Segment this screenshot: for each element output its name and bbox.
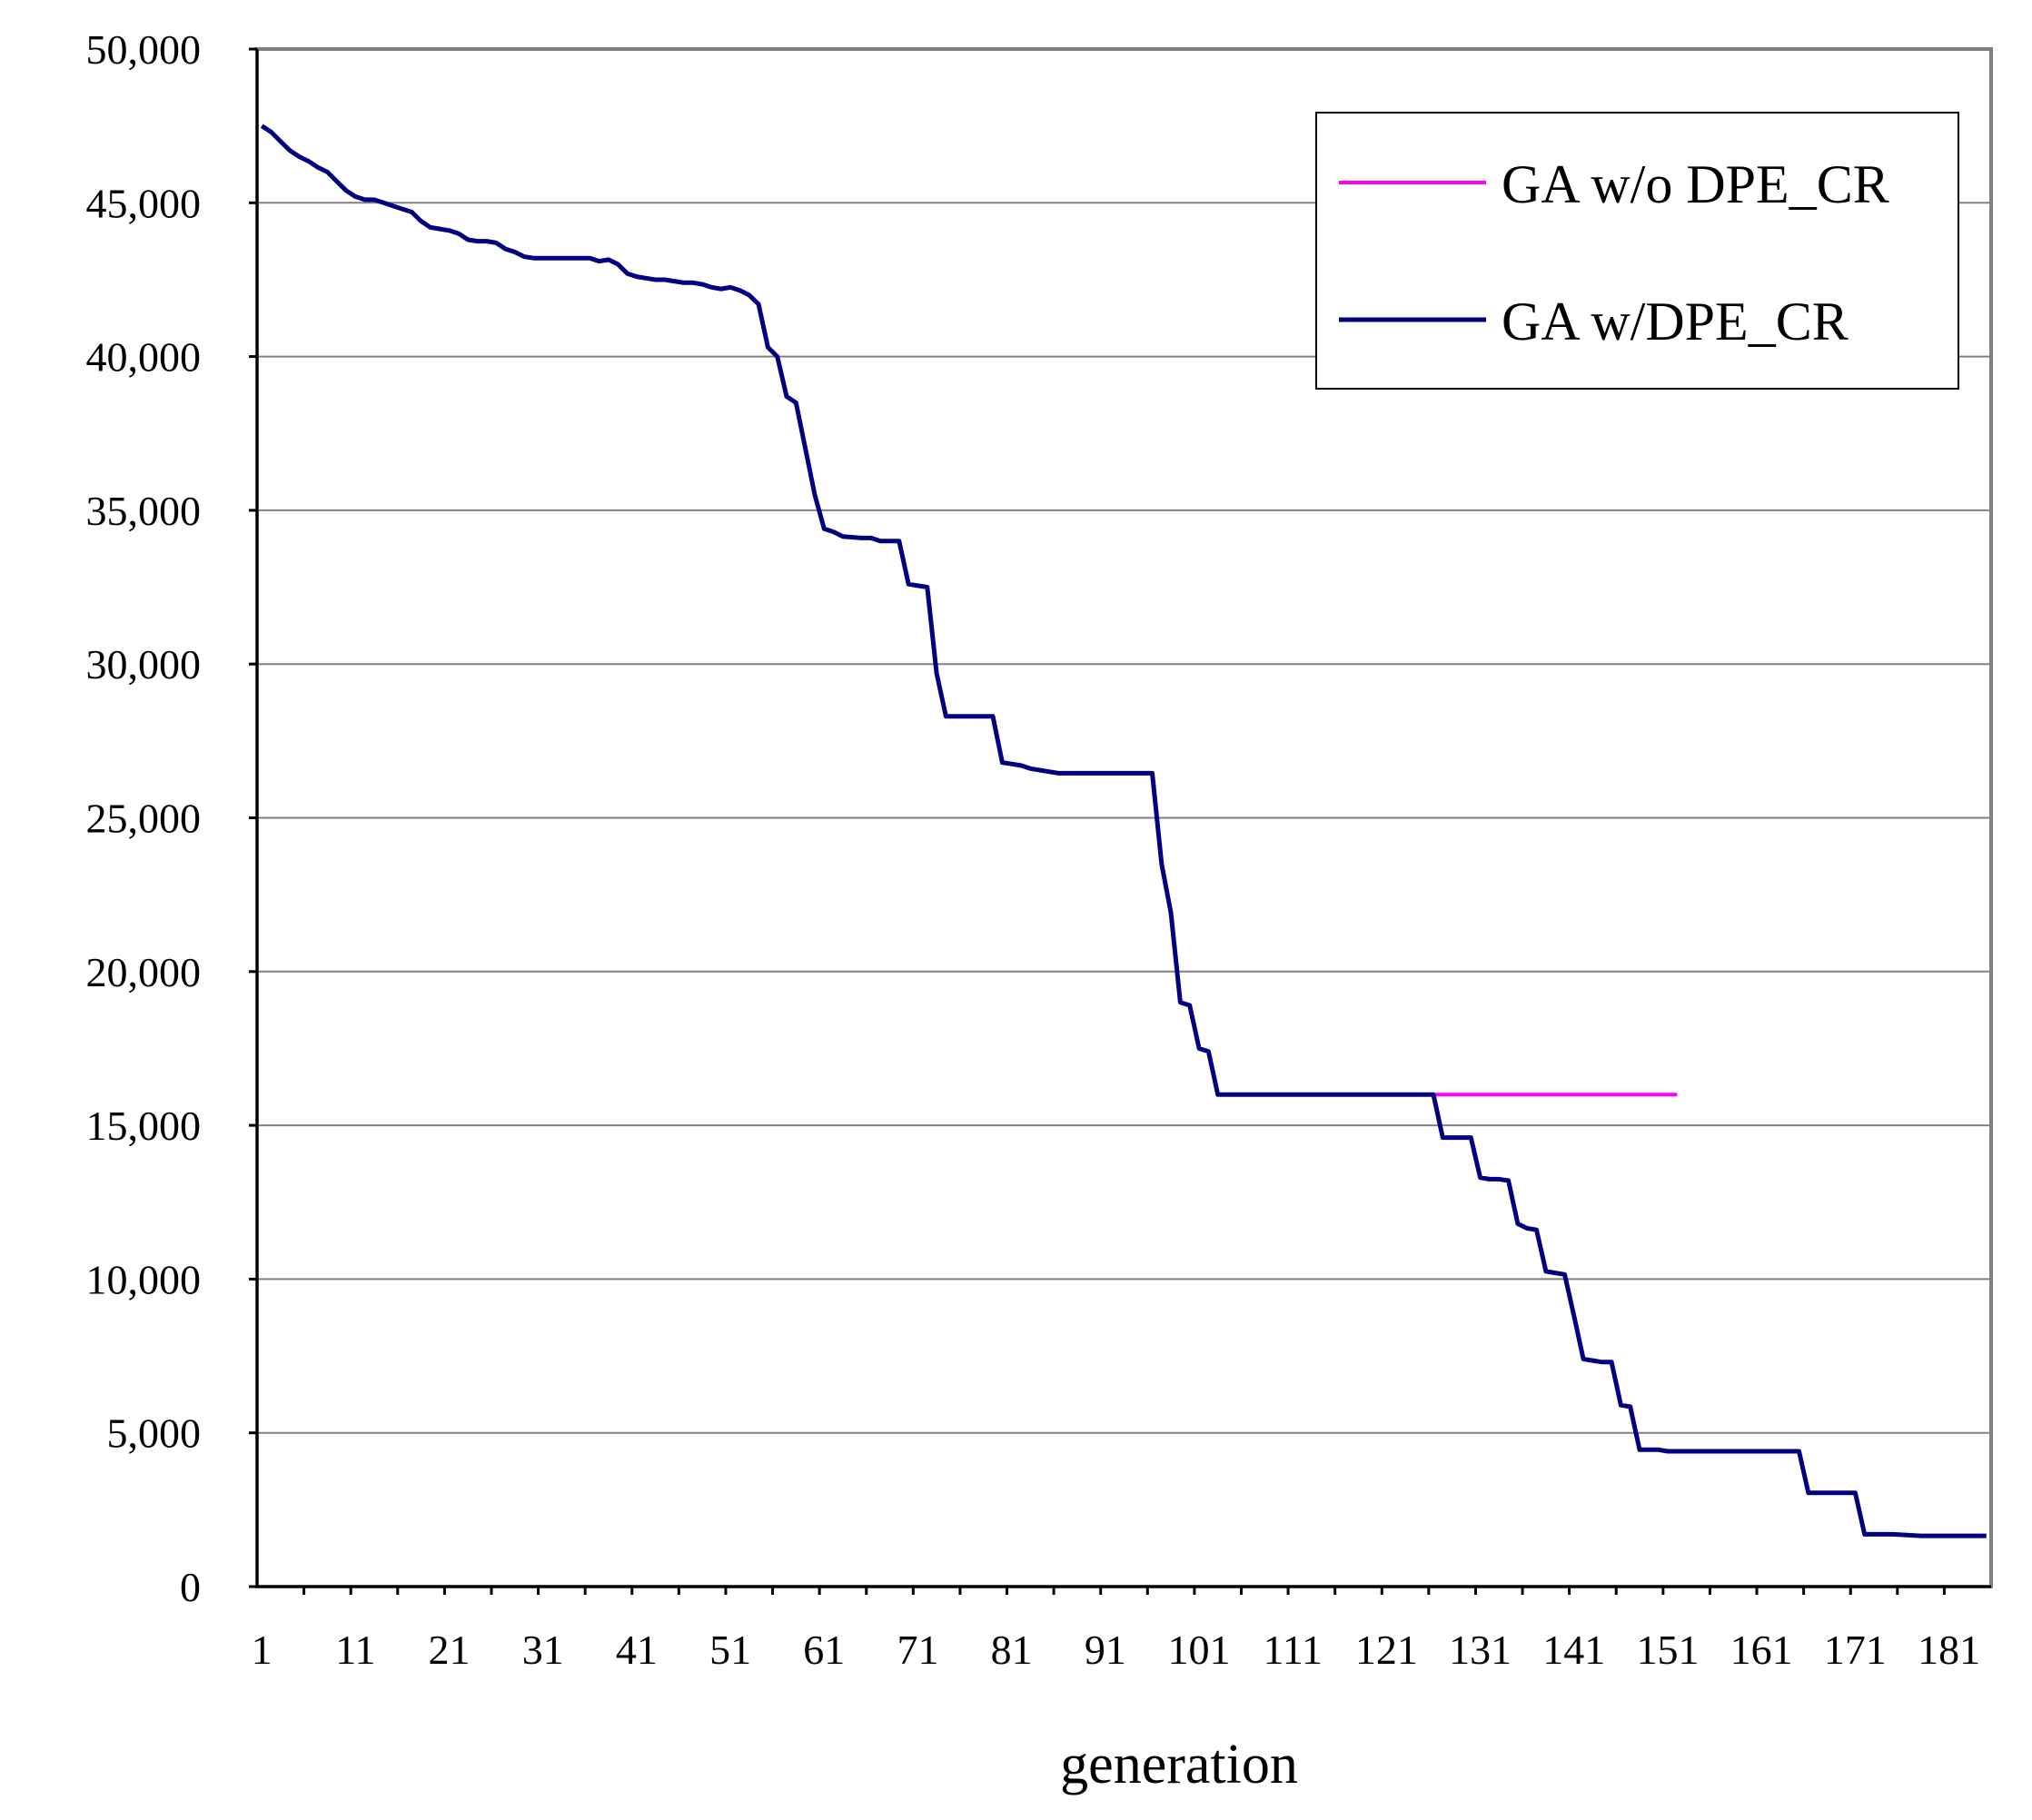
x-tick-label: 71: [897, 1627, 938, 1673]
y-tick-label: 5,000: [107, 1410, 202, 1457]
y-tick-label: 40,000: [86, 334, 202, 381]
y-tick-label: 15,000: [86, 1103, 202, 1149]
x-tick-label: 171: [1824, 1627, 1887, 1673]
series-layer: [260, 124, 1987, 1538]
x-tick-label: 121: [1355, 1627, 1418, 1673]
y-tick-label: 20,000: [86, 949, 202, 995]
x-tick-label: 41: [616, 1627, 658, 1673]
legend-box: [1315, 112, 1959, 390]
legend-label-ga-without-dpe-cr: GA w/o DPE_CR: [1502, 154, 1889, 214]
y-tick-label: 30,000: [86, 641, 202, 687]
x-tick-label: 181: [1918, 1627, 1980, 1673]
x-tick-label: 61: [803, 1627, 845, 1673]
gridlines: [257, 202, 1991, 1434]
x-axis-ticks: [302, 1587, 1946, 1595]
y-tick-label: 50,000: [86, 26, 202, 73]
x-tick-label: 151: [1636, 1627, 1699, 1673]
x-tick-label: 51: [709, 1627, 751, 1673]
x-tick-label: 131: [1449, 1627, 1512, 1673]
x-tick-label: 81: [991, 1627, 1033, 1673]
x-tick-label: 21: [429, 1627, 471, 1673]
x-tick-label: 1: [252, 1627, 273, 1673]
x-axis-title: generation: [1060, 1734, 1298, 1795]
x-tick-label: 111: [1263, 1627, 1323, 1673]
y-tick-label: 35,000: [86, 488, 202, 534]
x-axis-tick-labels: 1 11 21 31 41 51 61 71 81 91 101 111 121 131 141 151 161…: [252, 1627, 1980, 1673]
legend: GA w/o DPE_CR GA w/DPE_CR: [1315, 112, 1959, 390]
x-tick-label: 161: [1730, 1627, 1793, 1673]
x-tick-label: 91: [1085, 1627, 1126, 1673]
y-axis-tick-labels: 0 5,000 10,000 15,000 20,000 25,000 30,000 35,0…: [86, 26, 202, 1610]
legend-label-ga-with-dpe-cr: GA w/DPE_CR: [1502, 292, 1849, 351]
y-tick-label: 45,000: [86, 180, 202, 226]
y-tick-label: 10,000: [86, 1256, 202, 1302]
x-tick-label: 31: [522, 1627, 564, 1673]
series-line-ga-with-dpe-cr: [260, 124, 1987, 1538]
y-axis-ticks: [249, 47, 257, 1588]
x-tick-label: 11: [335, 1627, 375, 1673]
x-tick-label: 101: [1168, 1627, 1231, 1673]
y-tick-label: 25,000: [86, 796, 202, 842]
y-tick-label: 0: [180, 1564, 201, 1610]
x-tick-label: 141: [1542, 1627, 1605, 1673]
